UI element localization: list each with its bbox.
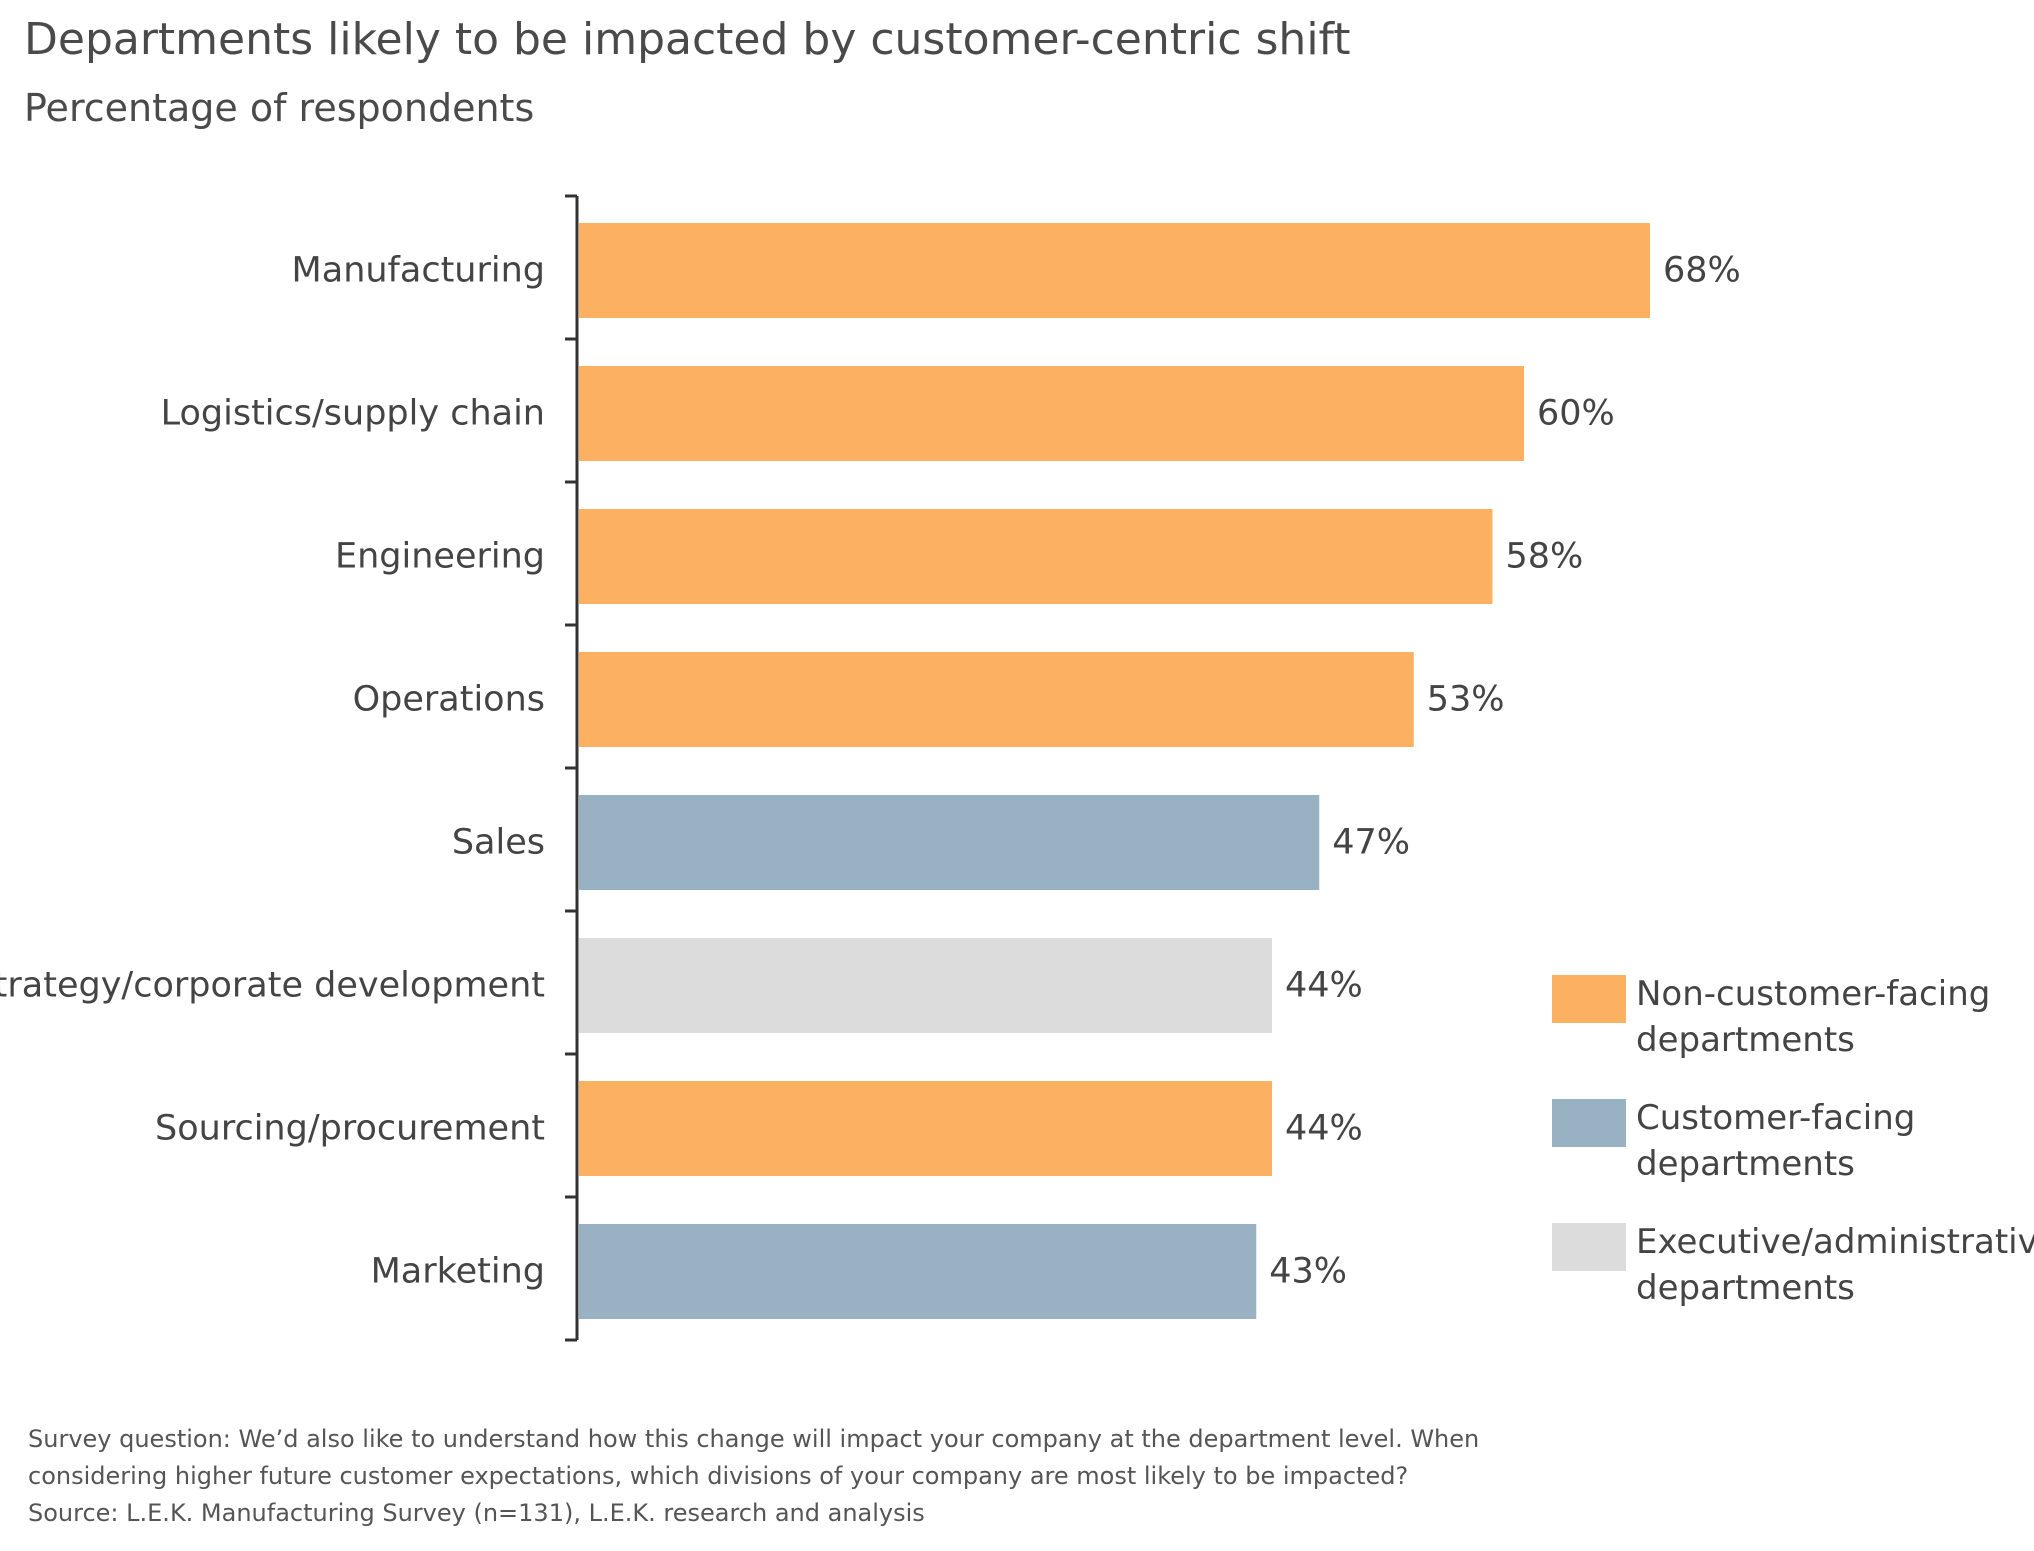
bar	[579, 795, 1320, 890]
legend-label-line: Customer-facing	[1636, 1098, 1916, 1138]
footnote-source: Source: L.E.K. Manufacturing Survey (n=1…	[28, 1499, 925, 1527]
chart-subtitle: Percentage of respondents	[24, 86, 535, 130]
category-label: Strategy/corporate development	[0, 966, 545, 1006]
category-label: Logistics/supply chain	[161, 394, 545, 434]
bar	[579, 509, 1493, 604]
legend-item-customer-facing: Customer-facing departments	[1552, 1098, 2022, 1187]
bar	[579, 938, 1272, 1033]
bar	[579, 652, 1414, 747]
data-label: 53%	[1427, 680, 1505, 720]
category-label: Sourcing/procurement	[155, 1109, 545, 1149]
data-label: 58%	[1506, 537, 1584, 577]
legend-item-non-customer-facing: Non-customer-facing departments	[1552, 974, 2022, 1063]
footnote-survey-question-line-1: Survey question: We’d also like to under…	[28, 1425, 1480, 1453]
footnote-survey-question-line-2: considering higher future customer expec…	[28, 1462, 1409, 1490]
category-label: Operations	[353, 680, 545, 720]
category-label: Marketing	[371, 1252, 545, 1292]
footnote: Survey question: We’d also like to under…	[28, 1421, 1528, 1532]
data-label: 60%	[1537, 394, 1615, 434]
category-label: Manufacturing	[292, 251, 545, 291]
legend-label-line: Executive/administrative	[1636, 1222, 2034, 1262]
legend-label-line: Non-customer-facing	[1636, 974, 1991, 1014]
legend-swatch-executive-administrative	[1552, 1223, 1626, 1271]
data-label: 68%	[1663, 251, 1741, 291]
chart-title: Departments likely to be impacted by cus…	[24, 14, 1351, 65]
legend-label-line: departments	[1636, 1020, 1855, 1060]
data-label: 47%	[1332, 823, 1410, 863]
legend-item-executive-administrative: Executive/administrative departments	[1552, 1222, 2034, 1311]
legend-swatch-customer-facing	[1552, 1099, 1626, 1147]
legend-label-non-customer-facing: Non-customer-facing departments	[1636, 971, 1990, 1063]
category-label: Sales	[452, 823, 545, 863]
data-label: 44%	[1285, 966, 1363, 1006]
legend-label-line: departments	[1636, 1268, 1855, 1308]
data-label: 43%	[1269, 1252, 1347, 1292]
legend-label-line: departments	[1636, 1144, 1855, 1184]
legend-swatch-non-customer-facing	[1552, 975, 1626, 1023]
legend-label-customer-facing: Customer-facing departments	[1636, 1095, 1915, 1187]
bar	[579, 1081, 1272, 1176]
legend-label-executive-administrative: Executive/administrative departments	[1636, 1219, 2034, 1311]
bar	[579, 366, 1524, 461]
bar	[579, 1224, 1257, 1319]
bar	[579, 223, 1650, 318]
category-label: Engineering	[335, 537, 545, 577]
data-label: 44%	[1285, 1109, 1363, 1149]
